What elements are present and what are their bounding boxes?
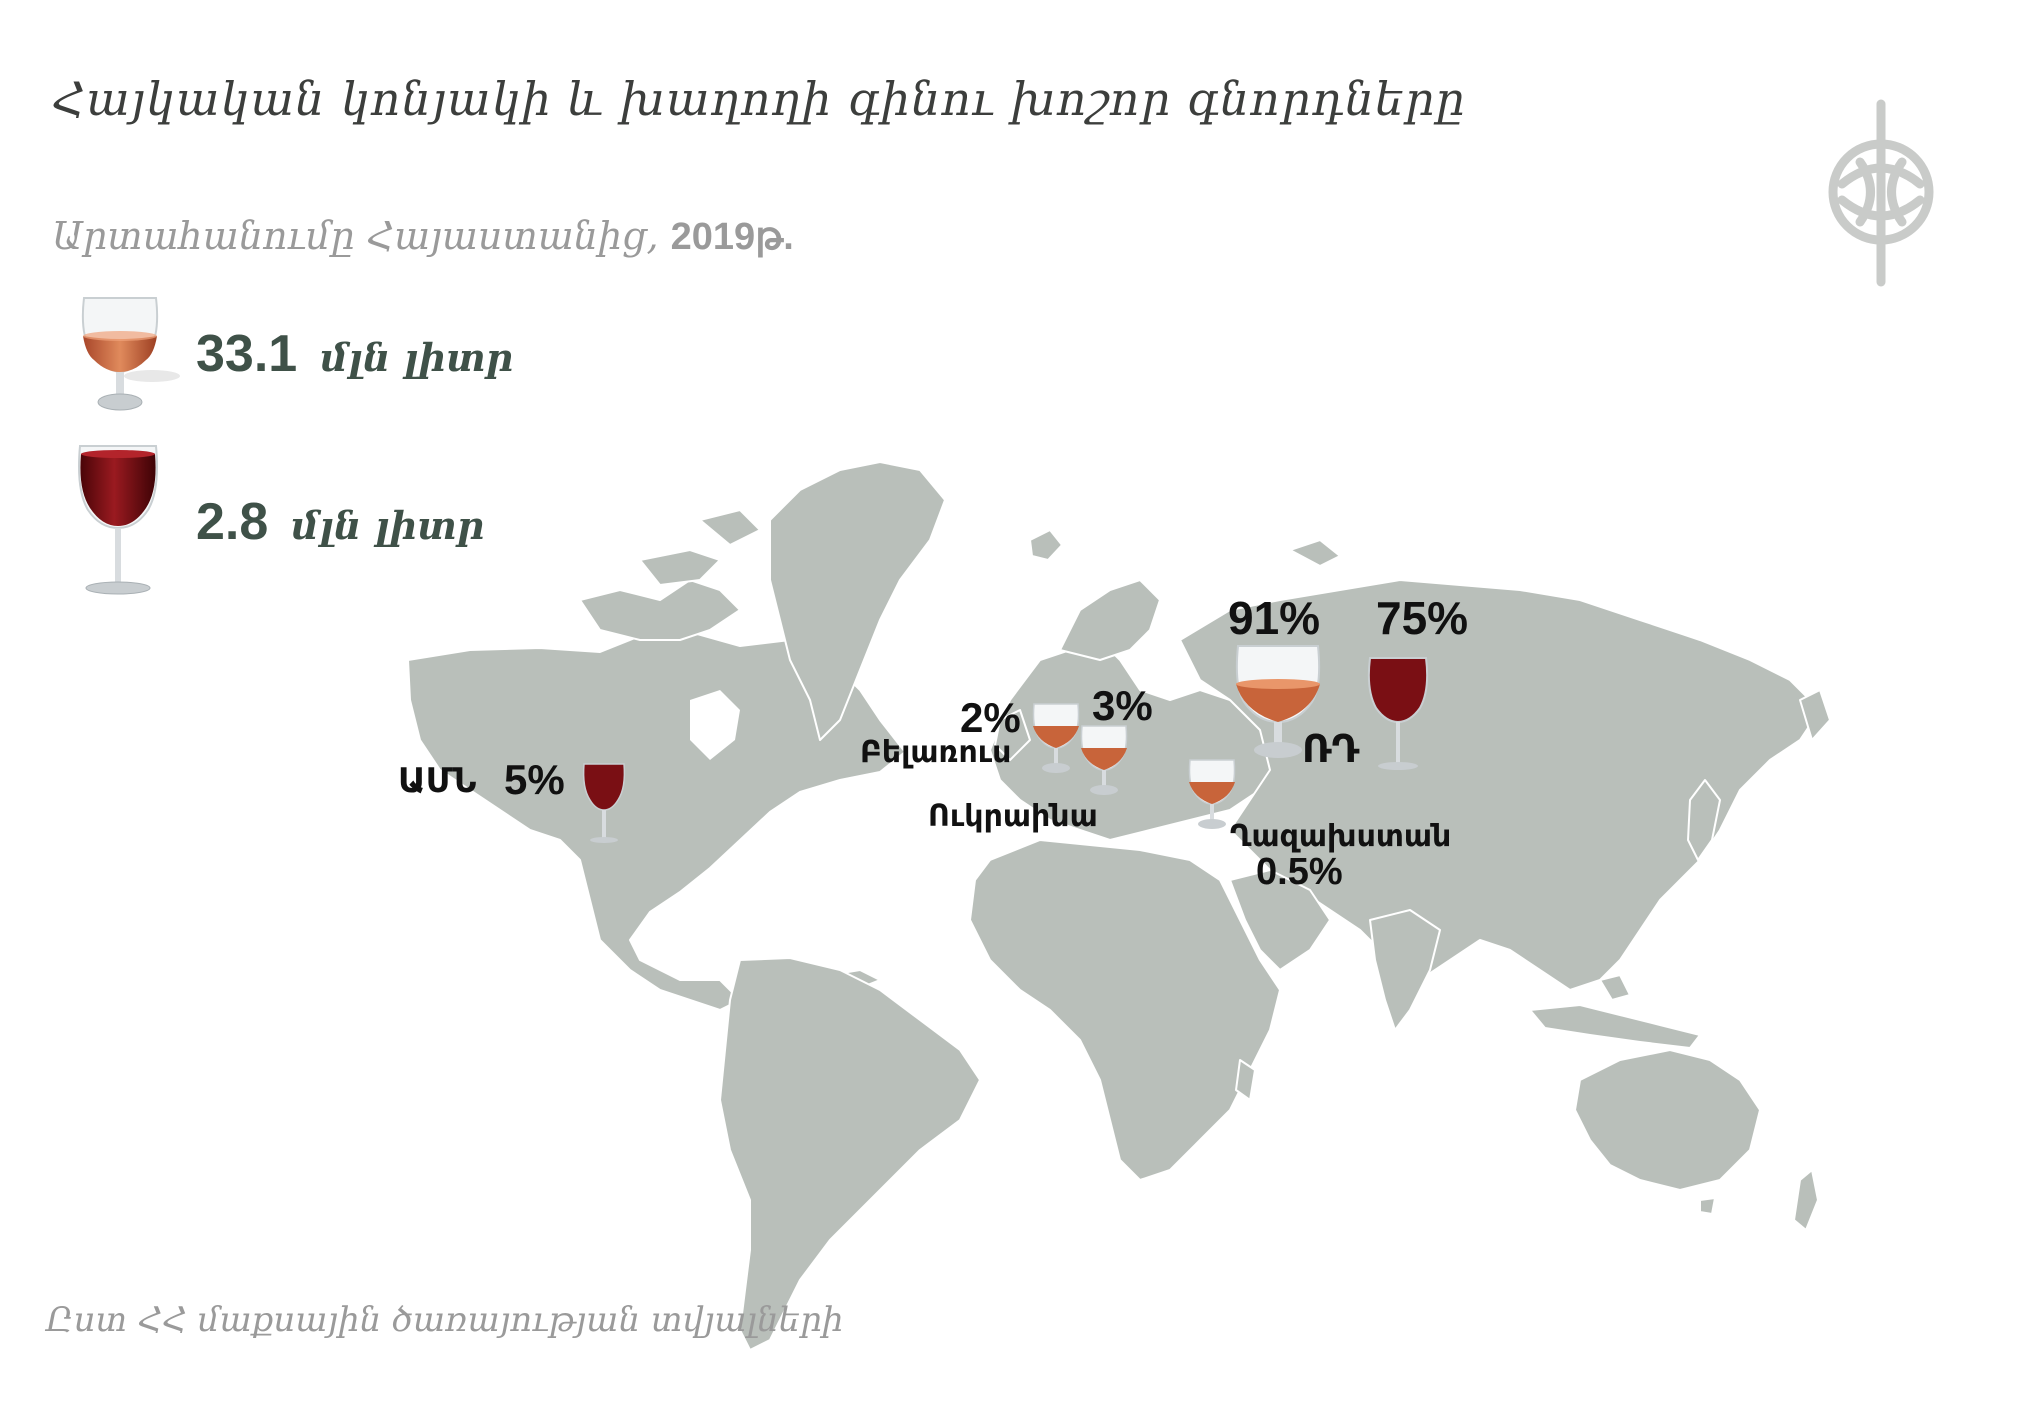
marker-belarus-percent: 2% [960, 694, 1021, 741]
marker-ukraine-percent: 3% [1092, 682, 1153, 729]
subtitle-year: 2019թ. [670, 216, 794, 258]
indonesia-landmass [1529, 1004, 1701, 1049]
publisher-logo-icon [1828, 99, 1934, 287]
new-zealand-landmass [1793, 1169, 1819, 1231]
wine-stat: 2.8 մլն լիտր [196, 492, 484, 552]
brandy-stat: 33.1 մլն լիտր [196, 324, 513, 384]
page-title: Հայկական կոնյակի և խաղողի գինու խոշոր գն… [52, 72, 1466, 126]
canada-north-islands [579, 579, 741, 641]
marker-russia-wine-percent: 75% [1376, 592, 1468, 644]
brandy-glass-icon [81, 297, 180, 411]
australia-landmass [1574, 1049, 1761, 1191]
japan-landmass [1687, 779, 1721, 861]
asia-landmass [1179, 579, 1821, 991]
source-note: Ըստ ՀՀ մաքսային ծառայության տվյալների [46, 1300, 844, 1340]
subtitle: Արտահանումը Հայաստանից, 2019թ. [52, 214, 794, 259]
marker-russia-brandy-percent: 91% [1228, 592, 1320, 644]
marker-belarus: 2% Բելառուս [860, 694, 1080, 773]
marker-kazakhstan-country: Ղազախստան [1230, 819, 1451, 854]
wine-glass-icon [582, 763, 626, 843]
subtitle-text: Արտահանումը Հայաստանից, [52, 214, 659, 258]
india-landmass [1369, 909, 1441, 1031]
map-markers: ԱՄՆ 5% 2% Բելառուս 3% Ուկրաինա [398, 592, 1468, 893]
greenland-landmass [769, 461, 946, 741]
arabia-landmass [1229, 869, 1331, 971]
marker-russia-brandy: 91% ՌԴ [1228, 592, 1360, 771]
marker-kazakhstan: Ղազախստան 0.5% [1188, 759, 1451, 893]
brandy-volume: 33.1 [196, 325, 298, 383]
land-masses [407, 461, 1831, 1351]
brandy-glass-icon [1188, 759, 1236, 829]
marker-russia-wine: 75% [1367, 592, 1468, 770]
marker-ukraine: 3% Ուկրաինա [928, 682, 1153, 834]
marker-ukraine-country: Ուկրաինա [928, 799, 1098, 834]
marker-russia-country: ՌԴ [1302, 727, 1360, 771]
scandinavia-landmass [1059, 579, 1161, 661]
marker-usa: ԱՄՆ 5% [398, 756, 626, 843]
brandy-unit: մլն լիտր [320, 335, 514, 380]
wine-volume: 2.8 [196, 493, 269, 551]
wine-glass-icon [1367, 657, 1429, 770]
brandy-glass-icon [1032, 703, 1080, 773]
hudson-bay-water [690, 690, 740, 760]
marker-kazakhstan-percent: 0.5% [1256, 851, 1343, 893]
wine-unit: մլն լիտր [291, 503, 485, 548]
north-america-landmass [407, 631, 906, 1011]
africa-landmass [969, 839, 1281, 1181]
south-america-landmass [719, 957, 981, 1351]
wine-glass-icon [78, 445, 158, 595]
marker-usa-country: ԱՄՆ [398, 761, 476, 801]
brandy-glass-icon [1235, 645, 1321, 758]
marker-usa-percent: 5% [504, 756, 565, 803]
marker-belarus-country: Բելառուս [860, 735, 1011, 770]
brandy-glass-icon [1080, 725, 1128, 795]
